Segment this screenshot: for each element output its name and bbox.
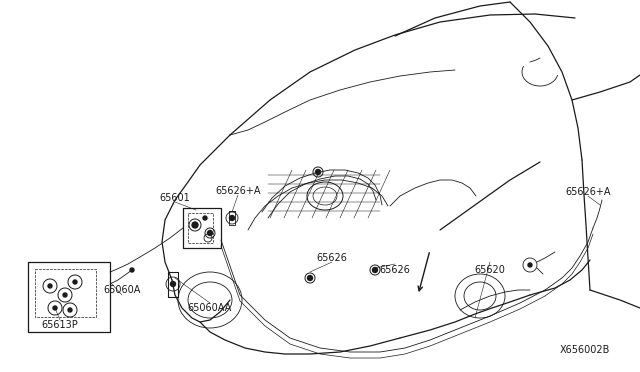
Circle shape <box>53 306 57 310</box>
Circle shape <box>372 267 378 273</box>
Circle shape <box>73 280 77 284</box>
Circle shape <box>192 222 198 228</box>
Circle shape <box>203 216 207 220</box>
Circle shape <box>230 215 234 221</box>
Text: 65601: 65601 <box>159 193 190 203</box>
Circle shape <box>63 293 67 297</box>
Text: 65620: 65620 <box>475 265 506 275</box>
Text: 65626: 65626 <box>317 253 348 263</box>
Circle shape <box>48 284 52 288</box>
Text: 65060A: 65060A <box>103 285 141 295</box>
Text: 65626+A: 65626+A <box>215 186 260 196</box>
Text: 65626+A: 65626+A <box>565 187 611 197</box>
Text: 65613P: 65613P <box>42 320 78 330</box>
Text: X656002B: X656002B <box>559 345 610 355</box>
Circle shape <box>68 308 72 312</box>
Circle shape <box>307 276 312 280</box>
Circle shape <box>316 170 321 174</box>
Text: 65060AA: 65060AA <box>188 303 232 313</box>
Text: 65626: 65626 <box>380 265 410 275</box>
Circle shape <box>528 263 532 267</box>
Circle shape <box>130 268 134 272</box>
Circle shape <box>207 231 212 235</box>
Circle shape <box>170 282 175 286</box>
